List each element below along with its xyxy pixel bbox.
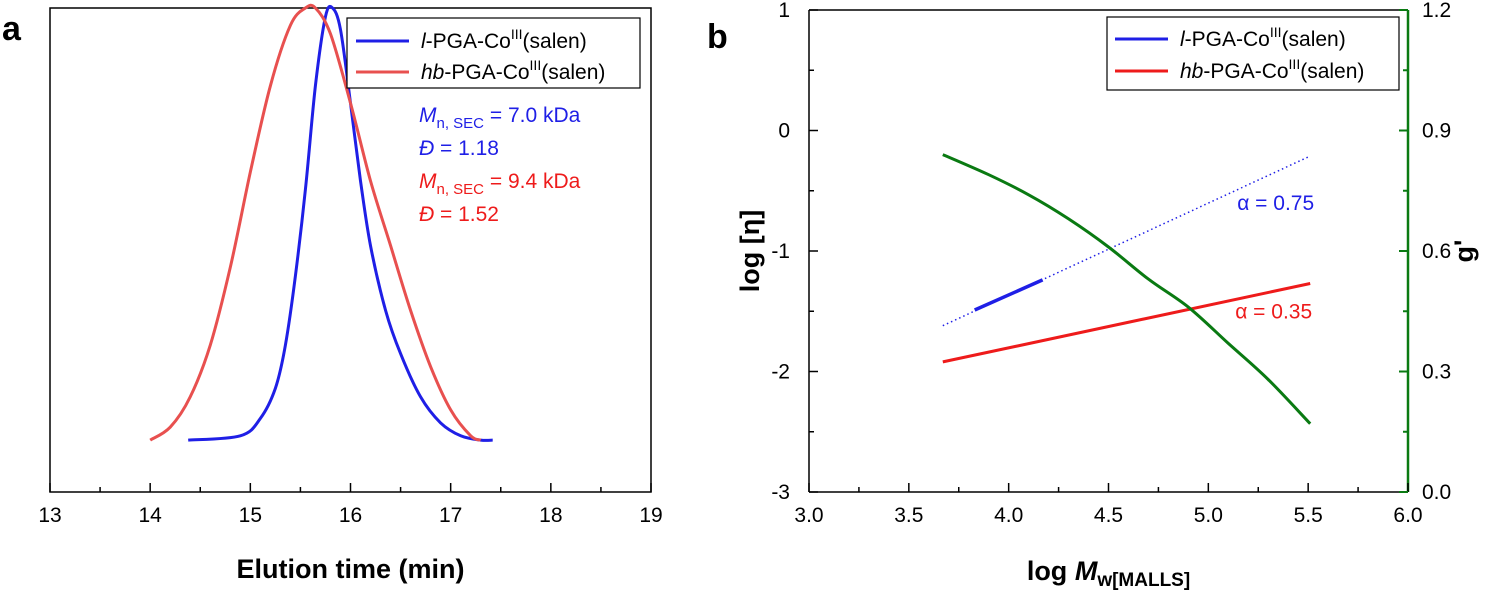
y-tick-label: -2 [771, 361, 790, 384]
y2-tick-label: 0.9 [1422, 120, 1451, 143]
panel-label: b [707, 18, 728, 56]
y-tick-label: 1 [778, 0, 790, 22]
alpha-annotation: α = 0.75 [1237, 192, 1314, 215]
y-axis-label: log [η] [735, 210, 765, 292]
y2-tick-label: 0.0 [1422, 481, 1451, 504]
legend-box [1106, 16, 1400, 91]
series-line-hb-pga [149, 3, 482, 442]
y-tick-label: -1 [771, 240, 790, 263]
x-tick-label: 17 [439, 504, 462, 527]
legend: l-PGA-CoIII(salen) hb-PGA-CoIII(salen) [1106, 16, 1400, 91]
legend-label: l-PGA-CoIII(salen) [1180, 24, 1346, 51]
x-tick-label: 5.0 [1194, 504, 1223, 527]
x-tick-label: 4.5 [1094, 504, 1123, 527]
legend-label: hb-PGA-CoIII(salen) [1180, 56, 1364, 83]
legend-label: hb-PGA-CoIII(salen) [421, 57, 605, 84]
stats-annotation: Mn, SEC = 7.0 kDa [419, 104, 581, 132]
panel-label: a [2, 10, 22, 48]
panel-b-chart: 3.0 3.5 4.0 4.5 5.0 5.5 6.0 -3 -2 -1 0 1 0.0 0.3 0.6 0.… [707, 0, 1479, 591]
x-tick-label: 3.0 [794, 504, 823, 527]
x-tick-label: 15 [239, 504, 262, 527]
x-axis-label: log Mw[MALLS] [1027, 556, 1190, 591]
y2-tick-label: 1.2 [1422, 0, 1451, 22]
x-tick-label: 16 [339, 504, 362, 527]
legend-label: l-PGA-CoIII(salen) [421, 26, 587, 53]
y-tick-label: -3 [771, 481, 790, 504]
alpha-annotation: α = 0.35 [1235, 300, 1312, 323]
x-tick-label: 4.0 [994, 504, 1023, 527]
x-tick-label: 18 [539, 504, 562, 527]
panel-a-chart: 13 14 15 16 17 18 19 Elution time (min) a l-PGA-C… [2, 3, 663, 584]
legend-box [346, 17, 641, 89]
stats-annotation: Đ = 1.18 [419, 137, 499, 160]
x-tick-label: 13 [38, 504, 61, 527]
stats-annotation: Mn, SEC = 9.4 kDa [419, 170, 581, 198]
x-tick-label: 14 [138, 504, 162, 527]
l-pga-line [973, 278, 1044, 312]
stats-annotation: Đ = 1.52 [419, 203, 499, 226]
y2-tick-label: 0.6 [1422, 240, 1451, 263]
y2-axis-label: g' [1449, 240, 1479, 263]
x-tick-label: 19 [639, 504, 662, 527]
x-tick-label: 3.5 [894, 504, 923, 527]
series-line-l-pga [188, 4, 493, 442]
g-prime-curve [942, 153, 1312, 425]
x-tick-label: 6.0 [1393, 504, 1422, 527]
legend: l-PGA-CoIII(salen) hb-PGA-CoIII(salen) [346, 17, 641, 89]
hb-pga-line [942, 282, 1311, 364]
x-axis-label: Elution time (min) [237, 554, 465, 584]
y2-tick-label: 0.3 [1422, 361, 1451, 384]
y-tick-label: 0 [778, 120, 790, 143]
x-tick-label: 5.5 [1294, 504, 1323, 527]
